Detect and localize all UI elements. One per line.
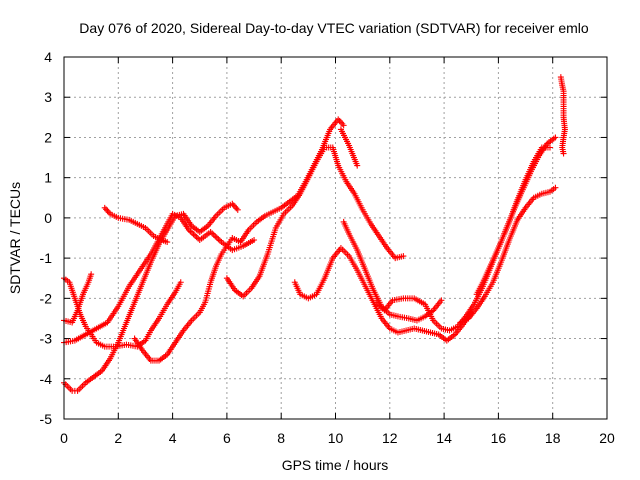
x-tick-label: 6 [223,430,231,446]
y-tick-label: -1 [40,250,53,266]
data-point-marker [354,162,361,169]
series-track-g [223,144,407,300]
x-tick-label: 14 [436,430,452,446]
x-axis-label: GPS time / hours [282,457,389,473]
series-track-b [61,210,258,346]
y-tick-label: 3 [44,89,52,105]
data-point-marker [103,206,110,213]
y-tick-label: 2 [44,129,52,145]
x-tick-label: 0 [60,430,68,446]
data-point-marker [88,271,95,278]
data-point-marker [340,122,347,129]
chart-title: Day 076 of 2020, Sidereal Day-to-day VTE… [79,20,589,36]
x-tick-label: 2 [114,430,122,446]
data-point-marker [552,184,559,191]
x-tick-label: 4 [169,430,177,446]
data-point-marker [400,253,407,260]
x-tick-labels: 0 2 4 6 8 10 12 14 16 18 20 [60,430,615,446]
series-track-l [457,184,559,326]
x-tick-label: 16 [491,430,507,446]
x-tick-label: 8 [277,430,285,446]
series-track-i [291,245,475,344]
data-point-marker [233,205,240,212]
y-tick-labels: -5 -4 -3 -2 -1 0 1 2 3 4 [40,49,53,427]
data-point-marker [101,204,108,211]
data-point-marker [234,206,241,213]
y-tick-label: 1 [44,170,52,186]
y-tick-label: -3 [40,331,53,347]
data-point-marker [164,239,171,246]
series-track-k [373,134,559,334]
data-point-marker [546,144,553,151]
data-point-marker [337,119,344,126]
x-tick-label: 18 [545,430,561,446]
grid-lines [64,57,607,419]
y-axis-label: SDTVAR / TECUs [7,182,23,294]
series-track-h [337,126,361,169]
data-point-marker [438,297,445,304]
y-tick-label: 0 [44,210,52,226]
data-point-marker [339,120,346,127]
y-tick-label: -4 [40,371,53,387]
data-point-marker [177,279,184,286]
series-track-a [61,200,241,394]
y-tick-label: -2 [40,290,53,306]
series-track-m [473,144,553,298]
x-tick-label: 12 [382,430,398,446]
data-point-marker [230,202,237,209]
data-markers [61,74,568,394]
data-point-marker [552,134,559,141]
data-point-marker [251,237,258,244]
y-tick-label: 4 [44,49,52,65]
series-track-d [61,275,184,350]
x-tick-label: 10 [328,430,344,446]
data-point-marker [560,150,567,157]
x-tick-label: 20 [599,430,615,446]
series-track-e [101,204,171,246]
data-point-marker [104,207,111,214]
series-track-j [340,218,445,324]
series-track-n [557,74,568,157]
plot-frame [63,56,608,420]
y-tick-label: -5 [40,411,53,427]
